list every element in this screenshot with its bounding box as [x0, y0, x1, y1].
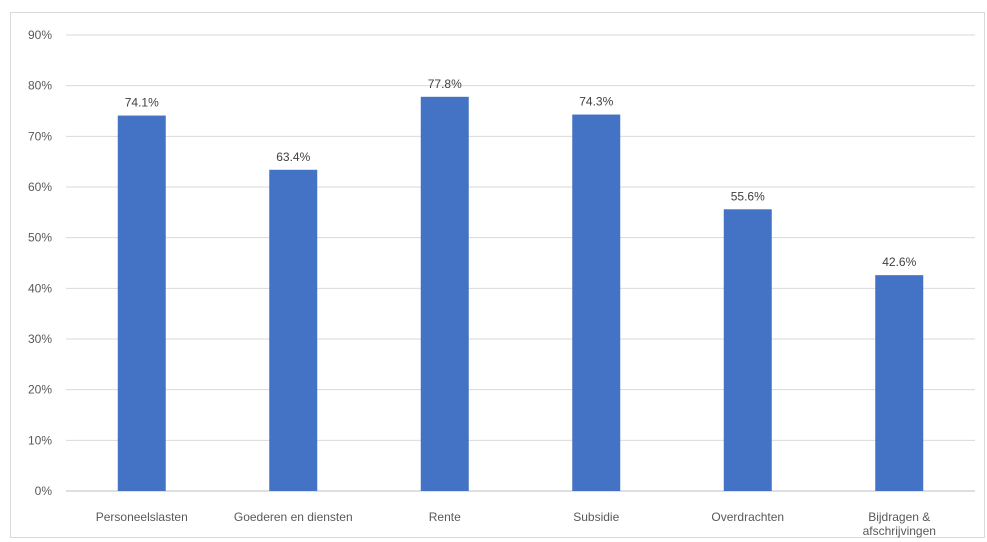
data-label: 77.8% — [428, 77, 462, 91]
bar — [875, 275, 924, 491]
bar — [723, 209, 772, 491]
bar — [117, 115, 166, 491]
y-tick-label: 90% — [28, 28, 52, 42]
y-tick-label: 20% — [28, 383, 52, 397]
y-tick-label: 10% — [28, 433, 52, 447]
category-label: Personeelslasten — [96, 510, 188, 524]
data-label: 55.6% — [731, 189, 765, 203]
y-tick-label: 80% — [28, 79, 52, 93]
category-label: Bijdragen & afschrijvingen — [863, 510, 936, 538]
data-label: 63.4% — [276, 150, 310, 164]
category-label: Rente — [429, 510, 461, 524]
category-label: Overdrachten — [711, 510, 784, 524]
data-label: 74.1% — [125, 96, 159, 110]
category-label: Goederen en diensten — [234, 510, 353, 524]
bar — [572, 114, 621, 492]
bar — [420, 96, 469, 492]
y-tick-label: 0% — [35, 484, 53, 498]
bar — [269, 169, 318, 492]
y-tick-label: 30% — [28, 332, 52, 346]
y-tick-label: 50% — [28, 231, 52, 245]
chart-frame — [10, 12, 985, 538]
category-label: Subsidie — [573, 510, 619, 524]
y-tick-label: 70% — [28, 129, 52, 143]
y-tick-label: 40% — [28, 281, 52, 295]
y-tick-label: 60% — [28, 180, 52, 194]
data-label: 42.6% — [882, 255, 916, 269]
data-label: 74.3% — [579, 95, 613, 109]
